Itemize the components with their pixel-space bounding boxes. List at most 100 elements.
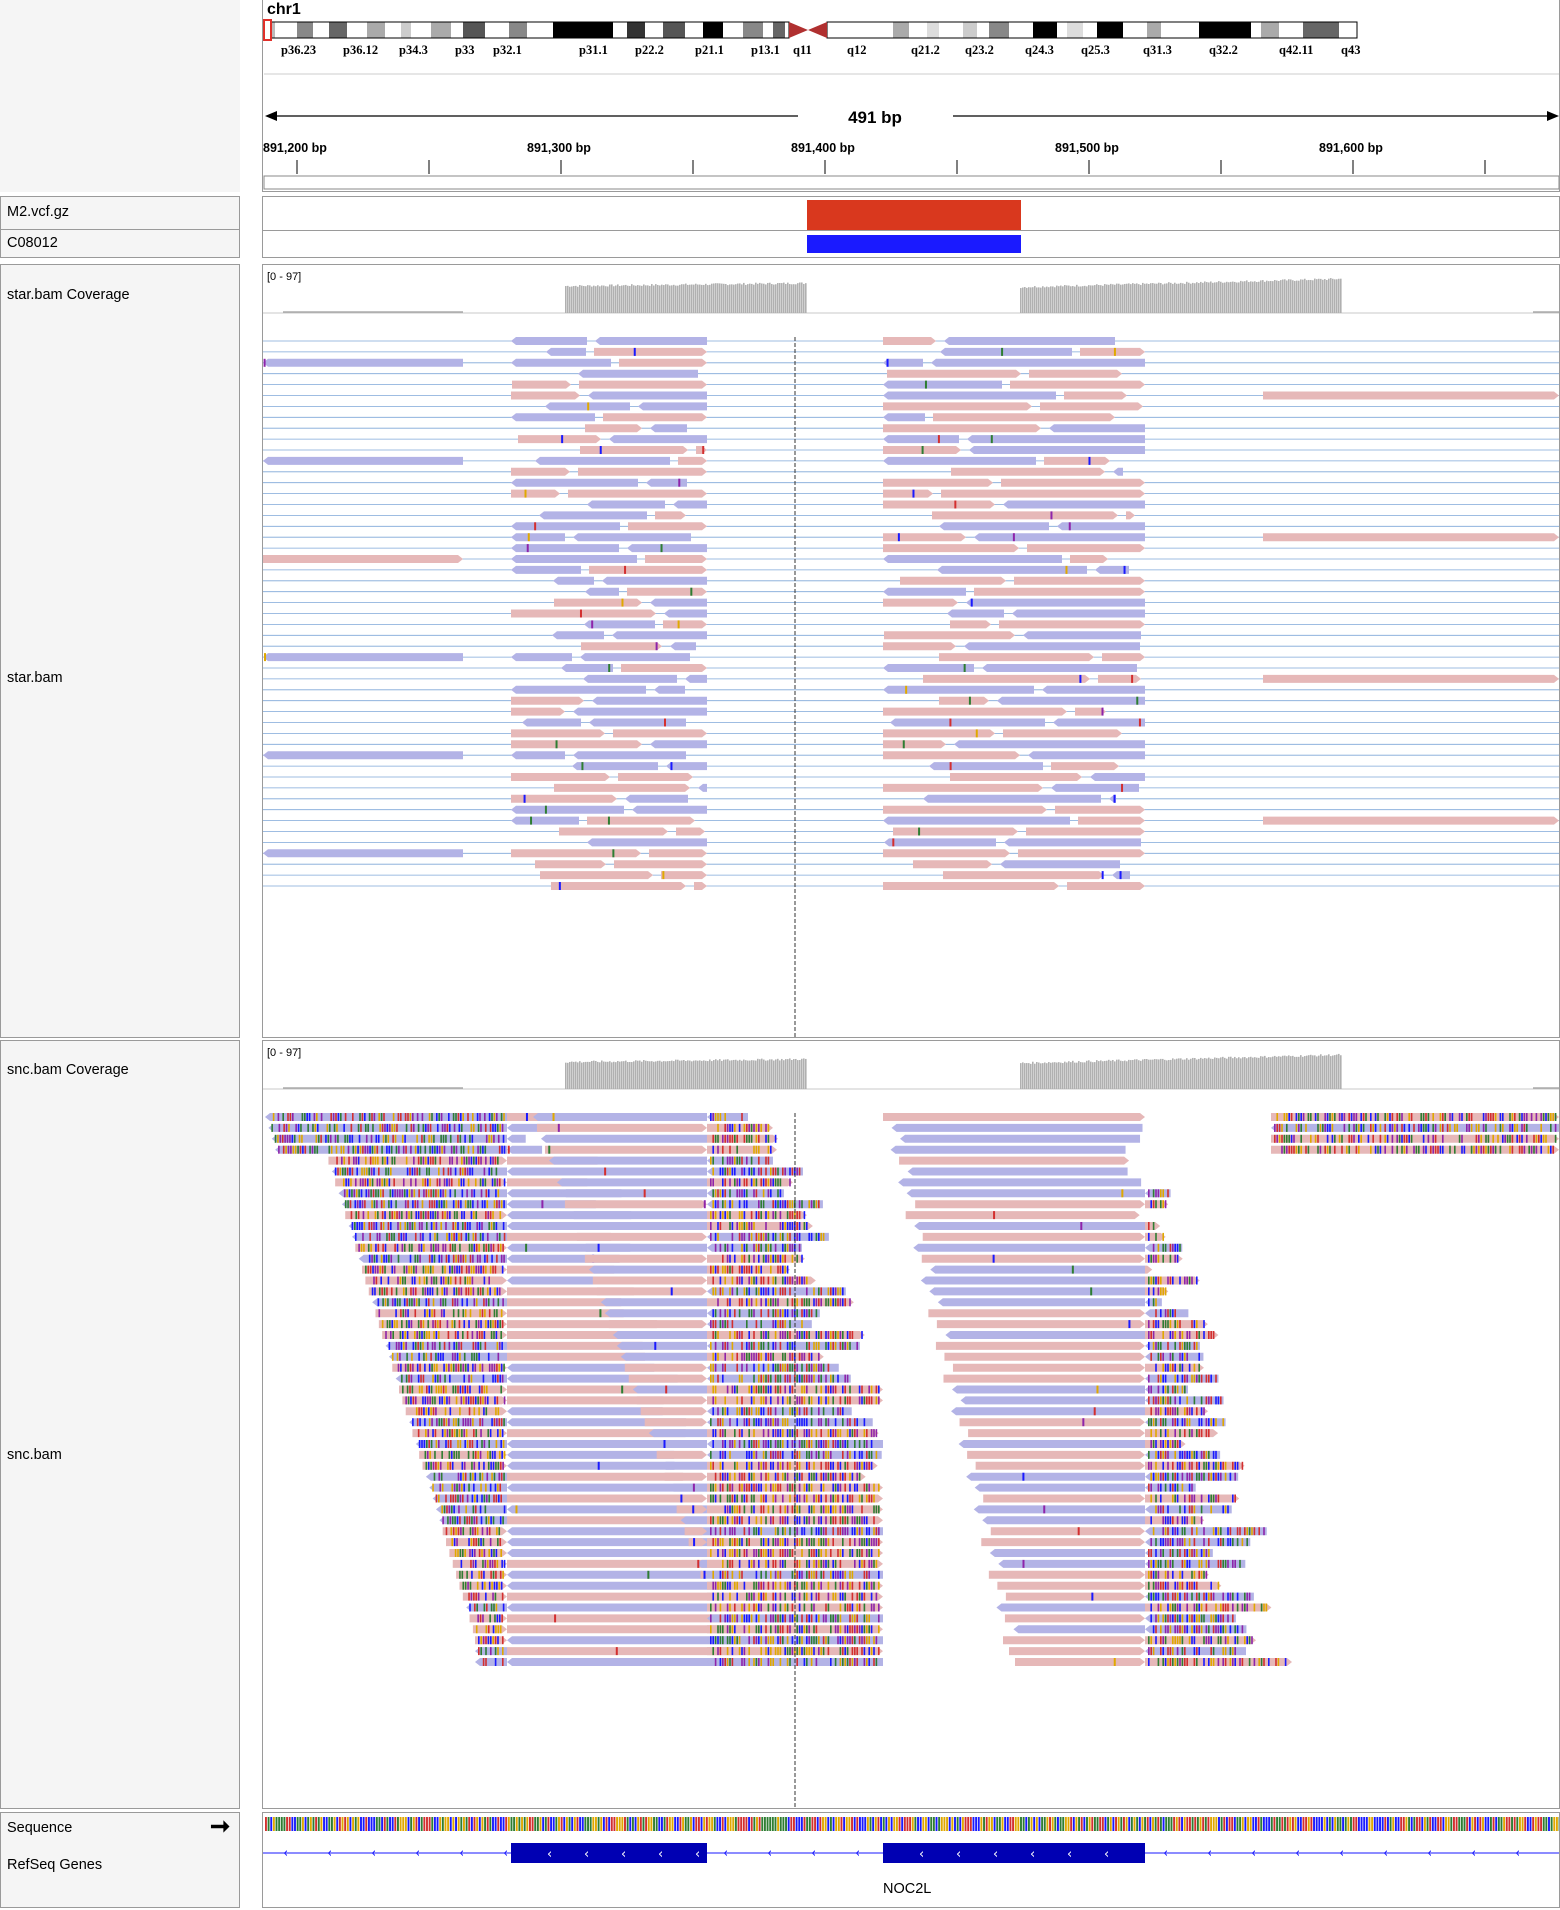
mismatch-base <box>731 1243 734 1252</box>
mismatch-base <box>443 1145 446 1154</box>
mismatch-base <box>842 1527 844 1536</box>
mismatch-base <box>1437 1145 1439 1154</box>
vcf-track[interactable] <box>262 196 1560 258</box>
snc-track-names[interactable] <box>0 1040 240 1809</box>
coverage-bar <box>805 1058 807 1089</box>
snc-bam-alignments[interactable] <box>263 1041 1560 1809</box>
mismatch-base <box>760 1243 762 1252</box>
divider <box>263 230 1559 231</box>
mismatch-base <box>384 1298 387 1307</box>
aligned-read <box>959 1418 1145 1427</box>
mismatch-base <box>408 1374 410 1383</box>
mismatch-base <box>803 1429 806 1438</box>
coverage-bar <box>747 1060 749 1089</box>
vcf-track-name[interactable] <box>0 196 240 258</box>
mismatch-base <box>486 1450 489 1459</box>
mismatch-base <box>423 1440 426 1448</box>
mismatch-base <box>402 1232 405 1241</box>
mismatch-base <box>815 1298 818 1307</box>
mismatch-base <box>746 1352 748 1361</box>
mismatch-base <box>784 1538 786 1547</box>
mismatch-base <box>464 1549 466 1557</box>
mismatch-base <box>1514 1123 1516 1132</box>
aligned-read <box>511 555 637 563</box>
coverage-bar <box>763 283 765 313</box>
star-bam-alignments[interactable] <box>263 265 1560 1038</box>
mismatch-base <box>467 1145 470 1154</box>
mismatch-base <box>494 1559 496 1568</box>
mismatch-base <box>469 1440 471 1448</box>
mismatch-base <box>423 1352 425 1361</box>
mismatch-base <box>488 1309 491 1318</box>
mismatch-base <box>777 1472 779 1481</box>
variant-site[interactable] <box>807 200 1021 230</box>
mismatch-base <box>455 1254 457 1263</box>
mismatch-base <box>1217 1581 1220 1590</box>
mismatch-base <box>469 1549 471 1557</box>
mismatch-base <box>401 1243 404 1252</box>
mismatch-base <box>726 1134 729 1143</box>
mismatch-base <box>803 1483 806 1492</box>
mismatch-base <box>416 1363 419 1372</box>
mismatch-base <box>404 1331 406 1339</box>
coverage-bar <box>577 286 579 313</box>
chromosome-ideogram[interactable]: p36.23 p36.12 p34.3 p33 p32.1 p31.1 p22.2 p21.1… <box>263 0 1560 192</box>
coverage-bar <box>649 285 651 313</box>
mismatch-base <box>722 1538 724 1547</box>
mismatch-base <box>497 1407 500 1416</box>
strand-arrow-icon[interactable]: ➞ <box>210 1813 231 1840</box>
mismatch-base <box>438 1113 440 1121</box>
mismatch-base <box>774 1320 777 1329</box>
mismatch-base <box>813 1472 815 1481</box>
mismatch-base <box>849 1472 851 1481</box>
mismatch-base <box>452 1200 455 1209</box>
mismatch-base <box>832 1527 834 1536</box>
aligned-read <box>958 1440 1145 1448</box>
mismatch-base <box>839 1407 842 1416</box>
star-alignment-panel[interactable]: [0 - 97] <box>262 264 1560 1038</box>
mismatch-base <box>1334 1113 1336 1121</box>
mismatch-base <box>731 1276 734 1285</box>
coverage-bar <box>1044 1062 1046 1089</box>
mismatch-base <box>492 1320 494 1329</box>
mismatch-base <box>760 1331 762 1339</box>
mismatch-base <box>446 1396 448 1405</box>
mismatch-base <box>731 1549 734 1557</box>
coverage-bar <box>1142 282 1144 313</box>
mismatch-base <box>1193 1494 1196 1503</box>
mismatch-base <box>774 1385 777 1394</box>
coverage-bar <box>605 286 607 313</box>
mismatch-base <box>858 1559 861 1568</box>
feature-track-names[interactable] <box>0 1812 240 1908</box>
genotype-call[interactable] <box>807 235 1021 253</box>
mismatch-base <box>818 1538 820 1547</box>
mismatch-base <box>755 1320 758 1329</box>
aligned-read <box>507 1134 526 1143</box>
coverage-bar <box>1068 285 1070 313</box>
mismatch-base <box>378 1232 381 1241</box>
cytoband-label: q32.2 <box>1209 43 1238 57</box>
mismatch-base <box>758 1211 760 1220</box>
star-track-names[interactable] <box>0 264 240 1038</box>
mismatch-base <box>388 1145 391 1154</box>
mismatch-base <box>786 1505 789 1514</box>
mismatch-base <box>825 1516 827 1525</box>
mismatch-base <box>746 1123 748 1132</box>
coverage-bar <box>717 1060 719 1089</box>
cytoband <box>1147 22 1161 38</box>
mismatch-base <box>1196 1472 1198 1481</box>
mismatch-base <box>1001 347 1004 356</box>
mismatch-base <box>842 1581 844 1590</box>
coverage-bar <box>1028 287 1030 313</box>
mismatch-base <box>356 1200 359 1209</box>
mismatch-base <box>851 1581 854 1590</box>
coverage-bar <box>1096 1060 1098 1089</box>
snc-alignment-panel[interactable]: [0 - 97] <box>262 1040 1560 1809</box>
aligned-read <box>507 1352 650 1361</box>
mismatch-base <box>729 1222 731 1230</box>
mismatch-base <box>1193 1581 1196 1590</box>
mismatch-base <box>398 1341 400 1350</box>
mismatch-base <box>452 1527 455 1536</box>
mismatch-base <box>447 1167 450 1176</box>
mismatch-base <box>1113 347 1116 356</box>
